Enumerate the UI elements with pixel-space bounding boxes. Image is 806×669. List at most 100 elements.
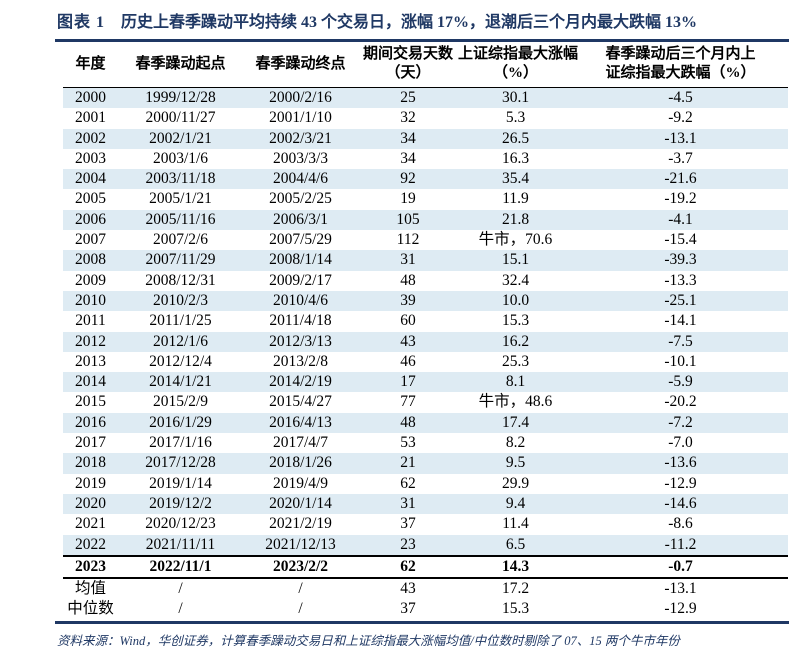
- table-cell: 2004/4/6: [272, 170, 329, 188]
- figure-label: 图表 1: [57, 14, 106, 31]
- table-cell: 21.8: [501, 210, 530, 228]
- table-row: 2016 2016/1/29 2016/4/13 48 17.4 -7.2: [63, 412, 788, 434]
- table-cell: -21.6: [664, 170, 697, 188]
- table-cell: 39: [400, 291, 416, 309]
- table-cell: 1999/12/28: [145, 89, 216, 106]
- table-cell: 21: [400, 454, 416, 472]
- table-row: 2015 2015/2/9 2015/4/27 77 牛市，48.6 -20.2: [63, 392, 788, 412]
- table-cell: 牛市，70.6: [478, 231, 553, 249]
- table-cell: 5.3: [505, 109, 526, 127]
- table-cell: -4.1: [668, 210, 693, 228]
- table-cell: -5.9: [668, 373, 693, 391]
- column-header-line: 春季躁动起点: [135, 55, 226, 72]
- table-cell: 105: [396, 210, 420, 228]
- table-cell: 中位数: [67, 600, 114, 618]
- title-divider-rule: [55, 39, 789, 42]
- column-header: 上证综指最大涨幅 （%）: [458, 42, 579, 88]
- table-row: 中位数 / / 37 15.3 -12.9: [63, 599, 788, 619]
- column-header: 期间交易天数 （天）: [358, 42, 458, 88]
- table-cell: 2014: [75, 373, 106, 391]
- table-cell: 2010/2/3: [152, 291, 209, 309]
- table-cell: 2005/11/16: [145, 210, 216, 228]
- table-cell: 48: [400, 271, 416, 289]
- table-cell: 29.9: [501, 474, 530, 492]
- table-row: 2011 2011/1/25 2011/4/18 60 15.3 -14.1: [63, 311, 788, 331]
- figure-title: 图表 1 历史上春季躁动平均持续 43 个交易日，涨幅 17%，退潮后三个月内最大…: [57, 12, 806, 34]
- table-cell: -14.1: [664, 312, 697, 330]
- table-row: 2023 2022/11/1 2023/2/2 62 14.3 -0.7: [63, 554, 788, 580]
- column-header-line: 上证综指最大涨幅: [458, 46, 579, 62]
- table-cell: 2018/1/26: [269, 454, 332, 472]
- table-cell: 2019/4/9: [272, 474, 329, 492]
- table-cell: 2002: [75, 129, 106, 147]
- table-cell: 2005: [75, 190, 106, 208]
- table-cell: 2003/11/18: [145, 170, 216, 188]
- table-row: 2002 2002/1/21 2002/3/21 34 26.5 -13.1: [63, 128, 788, 149]
- source-note: 资料来源：Wind，华创证券，计算春季躁动交易日和上证综指最大涨幅均值/中位数时…: [57, 633, 680, 648]
- table-cell: -14.6: [664, 494, 697, 512]
- table-cell: 43: [400, 580, 416, 598]
- spring-rally-table: 年度 春季躁动起点 春季躁动终点 期间交易天数 （天） 上证综指最大涨幅 （%） 春季躁动后三…: [63, 42, 788, 620]
- table-cell: 2023: [63, 554, 118, 580]
- table-cell: 2023/2/2: [243, 554, 358, 580]
- table-cell: 2016: [75, 413, 106, 431]
- table-cell: -4.5: [668, 89, 693, 106]
- table-cell: 19: [400, 190, 416, 208]
- table-cell: 2016/1/29: [149, 413, 212, 431]
- column-header-line: 春季躁动终点: [255, 55, 346, 72]
- table-cell: 2012/1/6: [152, 332, 209, 350]
- table-cell: 77: [400, 393, 416, 411]
- table-cell: 14.3: [458, 554, 573, 580]
- table-cell: -0.7: [573, 554, 788, 580]
- table-cell: -3.7: [668, 149, 693, 167]
- table-row: 2014 2014/1/21 2014/2/19 17 8.1 -5.9: [63, 372, 788, 393]
- table-cell: 2009/2/17: [269, 271, 332, 289]
- table-cell: -19.2: [664, 190, 697, 208]
- table-cell: 31: [400, 494, 416, 512]
- column-header-line: 期间交易天数: [362, 46, 453, 62]
- table-cell: -39.3: [664, 251, 697, 269]
- table-cell: 26.5: [501, 129, 530, 147]
- table-cell: 34: [400, 129, 416, 147]
- table-row: 2013 2012/12/4 2013/2/8 46 25.3 -10.1: [63, 352, 788, 372]
- column-header: 年度: [63, 42, 118, 88]
- table-row: 2003 2003/1/6 2003/3/3 34 16.3 -3.7: [63, 149, 788, 169]
- table-cell: 11.9: [502, 190, 529, 208]
- table-cell: -7.0: [668, 434, 693, 452]
- table-bottom-rule: [55, 620, 789, 624]
- table-cell: 2014/2/19: [269, 373, 332, 391]
- table-cell: 2015: [75, 393, 106, 411]
- table-cell: 2022: [75, 535, 106, 553]
- table-cell: 2000/11/27: [145, 109, 216, 127]
- table-cell: 2003/1/6: [152, 149, 209, 167]
- column-header: 春季躁动终点: [243, 42, 358, 88]
- table-cell: -13.6: [664, 454, 697, 472]
- table-cell: 37: [400, 515, 416, 533]
- table-cell: 2012/12/4: [149, 352, 212, 370]
- table-cell: 48: [400, 413, 416, 431]
- table-cell: 2022/11/1: [118, 554, 243, 580]
- table-cell: 2021/2/19: [269, 515, 332, 533]
- table-cell: 32: [400, 109, 416, 127]
- table-cell: 30.1: [501, 89, 530, 106]
- table-cell: -7.5: [668, 332, 693, 350]
- table-cell: 2021: [75, 515, 106, 533]
- table-cell: -8.6: [668, 515, 693, 533]
- table-cell: -10.1: [664, 352, 697, 370]
- table-cell: 8.2: [505, 434, 526, 452]
- table-row: 2009 2008/12/31 2009/2/17 48 32.4 -13.3: [63, 271, 788, 291]
- table-cell: 2011: [75, 312, 106, 330]
- table-row: 2018 2017/12/28 2018/1/26 21 9.5 -13.6: [63, 453, 788, 474]
- table-cell: 均值: [74, 580, 106, 598]
- table-cell: 2019: [75, 474, 106, 492]
- table-cell: 2000: [75, 89, 106, 106]
- table-cell: 2003: [75, 149, 106, 167]
- table-cell: /: [178, 580, 183, 598]
- table-cell: 112: [396, 231, 420, 249]
- table-cell: 2009: [75, 271, 106, 289]
- table-cell: /: [298, 600, 303, 618]
- table-cell: 2019/1/14: [149, 474, 212, 492]
- table-row: 2019 2019/1/14 2019/4/9 62 29.9 -12.9: [63, 474, 788, 494]
- table-cell: 62: [358, 554, 458, 580]
- table-cell: 2008/1/14: [269, 251, 332, 269]
